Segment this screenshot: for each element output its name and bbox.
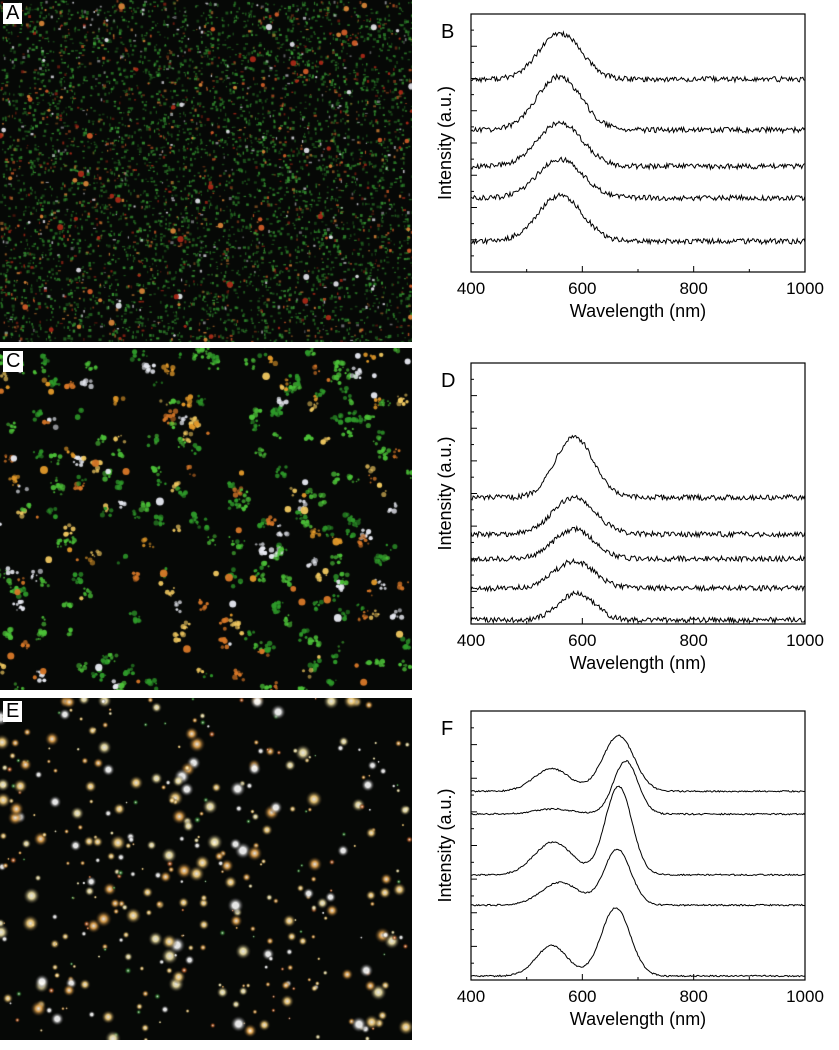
y-axis-label: Intensity (a.u.) [435, 788, 455, 902]
darkfield-image-e: E [0, 698, 412, 1040]
spectrum-line [470, 120, 806, 171]
panel-label-d: D [441, 370, 455, 392]
x-tick-label: 1000 [786, 987, 824, 1006]
spectrum-line [470, 848, 806, 907]
chart-b: B 400 600 800 1000 Wavelength (nm) Intensity (… [435, 13, 824, 321]
spectrum-line [470, 434, 806, 502]
panel-label-a: A [3, 3, 23, 24]
x-tick-label: 600 [568, 279, 596, 298]
x-tick-label: 400 [457, 279, 485, 298]
x-axis-label: Wavelength (nm) [570, 1009, 706, 1029]
spectrum-line [470, 734, 806, 793]
spectrum-line [470, 759, 806, 816]
spectrum-line [470, 907, 806, 978]
panel-label-e: E [3, 701, 23, 722]
spectrum-line [470, 156, 806, 202]
x-tick-label: 400 [457, 631, 485, 650]
spectrum-line [470, 73, 806, 135]
spectrum-line [470, 557, 806, 593]
darkfield-canvas-e [0, 698, 412, 1040]
panel-label-f: F [441, 718, 453, 740]
spectrum-line [471, 785, 806, 877]
x-tick-label: 1000 [786, 631, 824, 650]
x-tick-label: 600 [568, 631, 596, 650]
spectrum-line [470, 494, 806, 539]
darkfield-image-a: A [0, 0, 412, 342]
x-axis-label: Wavelength (nm) [570, 653, 706, 673]
x-tick-label: 400 [457, 987, 485, 1006]
spectrum-line [471, 30, 806, 84]
plot-frame [470, 362, 806, 625]
darkfield-canvas-a [0, 0, 412, 342]
spectrum-line [470, 192, 806, 246]
x-tick-label: 800 [679, 279, 707, 298]
chart-d: D 400 600 800 1000 Wavelength (nm) Intensity (… [435, 362, 824, 673]
x-tick-label: 1000 [786, 279, 824, 298]
panel-label-b: B [441, 21, 454, 43]
spectrum-line [470, 589, 806, 625]
x-tick-label: 800 [679, 631, 707, 650]
y-axis-label: Intensity (a.u.) [435, 436, 455, 550]
darkfield-image-c: C [0, 348, 412, 690]
darkfield-canvas-c [0, 348, 412, 690]
y-axis-label: Intensity (a.u.) [435, 86, 455, 200]
x-tick-label: 600 [568, 987, 596, 1006]
chart-f: F 400 600 800 1000 Wavelength (nm) Intensity (… [435, 710, 824, 1029]
spectrum-line [470, 525, 806, 564]
x-tick-label: 800 [679, 987, 707, 1006]
x-axis-label: Wavelength (nm) [570, 301, 706, 321]
panel-label-c: C [3, 351, 24, 372]
